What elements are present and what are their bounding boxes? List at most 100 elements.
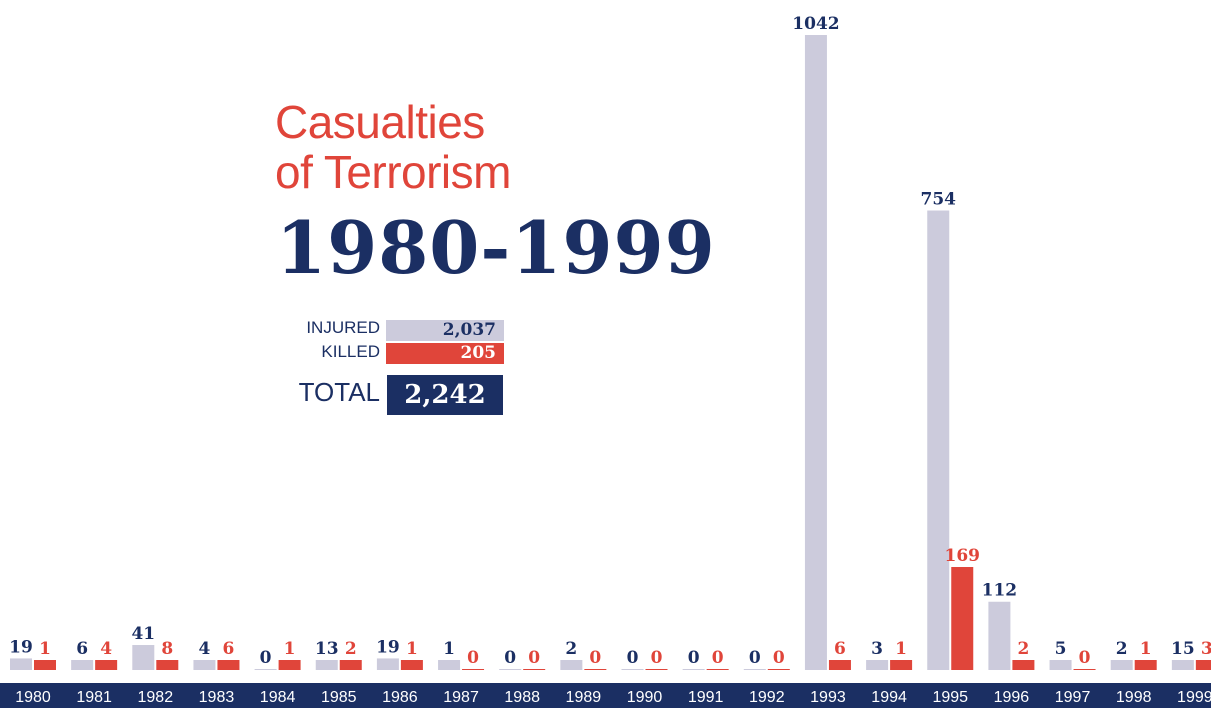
year-label-1998: 1998 <box>1116 689 1152 706</box>
year-label-1991: 1991 <box>688 689 724 706</box>
chart-title-line2: of Terrorism <box>275 146 511 198</box>
bar-killed-1991 <box>706 669 729 670</box>
bar-injured-1998 <box>1110 660 1133 670</box>
year-label-1984: 1984 <box>260 689 296 706</box>
bar-killed-1984 <box>278 660 301 670</box>
value-label-killed-1984: 1 <box>284 639 296 659</box>
bar-killed-1990 <box>645 669 668 670</box>
value-label-killed-1996: 2 <box>1017 639 1029 659</box>
value-label-killed-1992: 0 <box>773 648 785 668</box>
bar-injured-1989 <box>560 660 583 670</box>
value-label-killed-1981: 4 <box>100 639 112 659</box>
year-label-1987: 1987 <box>443 689 479 706</box>
value-label-injured-1987: 1 <box>443 639 455 659</box>
value-label-killed-1995: 169 <box>945 546 981 566</box>
value-label-killed-1997: 0 <box>1079 648 1091 668</box>
value-label-injured-1990: 0 <box>627 648 639 668</box>
year-label-1981: 1981 <box>76 689 112 706</box>
value-label-injured-1993: 1042 <box>792 14 839 34</box>
value-label-injured-1982: 41 <box>131 624 155 644</box>
value-label-killed-1983: 6 <box>223 639 235 659</box>
bar-injured-1997 <box>1049 660 1072 670</box>
value-label-killed-1990: 0 <box>651 648 663 668</box>
bar-injured-1991 <box>682 669 705 670</box>
bar-injured-1992 <box>743 669 766 670</box>
bar-injured-1993 <box>804 35 827 670</box>
bar-injured-1999 <box>1171 660 1194 670</box>
bars-group <box>10 35 1211 670</box>
legend-killed-label: KILLED <box>321 342 380 361</box>
bar-injured-1981 <box>71 660 94 670</box>
bar-killed-1998 <box>1134 660 1157 670</box>
bar-injured-1986 <box>376 658 399 670</box>
year-label-1992: 1992 <box>749 689 785 706</box>
bar-injured-1980 <box>10 658 32 670</box>
value-label-injured-1981: 6 <box>76 639 88 659</box>
value-label-killed-1989: 0 <box>589 648 601 668</box>
bar-killed-1981 <box>95 660 118 670</box>
value-label-injured-1999: 15 <box>1171 639 1195 659</box>
bar-killed-1987 <box>462 669 485 670</box>
value-label-killed-1988: 0 <box>528 648 540 668</box>
value-label-injured-1997: 5 <box>1055 639 1067 659</box>
bar-killed-1982 <box>156 660 179 670</box>
year-label-1997: 1997 <box>1055 689 1091 706</box>
year-label-1993: 1993 <box>810 689 846 706</box>
value-label-killed-1982: 8 <box>161 639 173 659</box>
bar-killed-1983 <box>217 660 240 670</box>
bar-killed-1997 <box>1073 669 1096 670</box>
value-label-injured-1986: 19 <box>376 637 400 657</box>
year-label-1995: 1995 <box>932 689 968 706</box>
bar-killed-1992 <box>767 669 790 670</box>
value-label-injured-1995: 754 <box>921 190 957 210</box>
legend-injured-label: INJURED <box>306 318 380 337</box>
value-label-injured-1988: 0 <box>504 648 516 668</box>
year-label-1982: 1982 <box>138 689 174 706</box>
bar-killed-1989 <box>584 669 607 670</box>
value-label-killed-1987: 0 <box>467 648 479 668</box>
value-label-injured-1992: 0 <box>749 648 761 668</box>
value-label-injured-1989: 2 <box>565 639 577 659</box>
bar-killed-1988 <box>523 669 546 670</box>
bar-killed-1995 <box>951 567 974 670</box>
value-label-injured-1998: 2 <box>1116 639 1128 659</box>
year-label-1983: 1983 <box>199 689 235 706</box>
year-labels-group: 1980 1981 1982 1983 1984 1985 1986 1987 1988 1989… <box>15 689 1211 706</box>
bar-injured-1988 <box>499 669 522 670</box>
value-label-injured-1980: 19 <box>9 637 33 657</box>
bar-killed-1996 <box>1012 660 1035 670</box>
year-axis-band <box>0 683 1211 708</box>
bar-injured-1990 <box>621 669 644 670</box>
year-label-1994: 1994 <box>871 689 907 706</box>
bar-injured-1985 <box>315 660 338 670</box>
year-label-1990: 1990 <box>627 689 663 706</box>
bar-killed-1980 <box>34 660 56 670</box>
bar-killed-1999 <box>1195 660 1211 670</box>
value-label-injured-1984: 0 <box>260 648 272 668</box>
value-label-killed-1999: 3 <box>1201 639 1211 659</box>
value-label-injured-1985: 13 <box>315 639 339 659</box>
bar-injured-1995 <box>927 210 950 670</box>
year-label-1996: 1996 <box>994 689 1030 706</box>
chart-title-line1: Casualties <box>275 96 485 148</box>
year-label-1986: 1986 <box>382 689 418 706</box>
bar-injured-1987 <box>438 660 461 670</box>
bar-killed-1986 <box>400 660 423 670</box>
bar-injured-1983 <box>193 660 216 670</box>
value-label-killed-1993: 6 <box>834 639 846 659</box>
value-label-injured-1996: 112 <box>982 581 1018 601</box>
year-label-1988: 1988 <box>504 689 540 706</box>
legend-killed-value: 205 <box>386 343 504 364</box>
value-label-killed-1980: 1 <box>39 639 51 659</box>
value-label-killed-1986: 1 <box>406 639 418 659</box>
total-label: TOTAL <box>298 377 380 407</box>
value-label-injured-1991: 0 <box>688 648 700 668</box>
value-label-injured-1994: 3 <box>871 639 883 659</box>
year-label-1980: 1980 <box>15 689 51 706</box>
value-label-killed-1998: 1 <box>1140 639 1152 659</box>
bar-killed-1994 <box>890 660 913 670</box>
total-value: 2,242 <box>387 375 503 415</box>
legend-injured-value: 2,037 <box>386 320 504 341</box>
